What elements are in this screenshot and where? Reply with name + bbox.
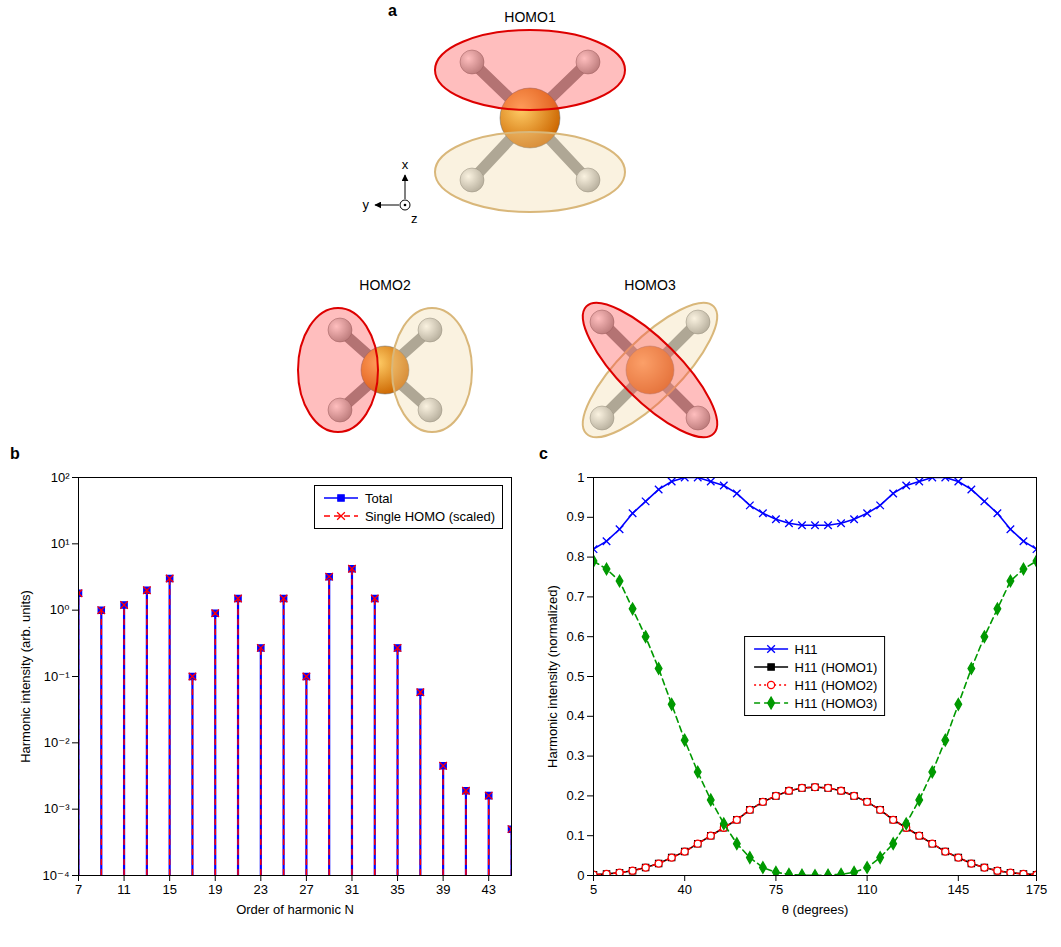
svg-text:HOMO3: HOMO3 [624,277,676,293]
svg-text:75: 75 [769,882,783,897]
html-text:H11 (HOMO1): H11 (HOMO1) [794,659,878,675]
svg-text:y: y [363,197,370,212]
svg-text:39: 39 [436,882,450,897]
svg-text:7: 7 [75,882,82,897]
svg-text:10⁻²: 10⁻² [44,735,70,750]
svg-text:175: 175 [1026,882,1048,897]
svg-text:x: x [402,157,409,172]
svg-text:43: 43 [481,882,495,897]
svg-text:HOMO2: HOMO2 [359,277,411,293]
svg-text:110: 110 [857,882,878,897]
svg-text:0.2: 0.2 [566,788,584,803]
svg-text:Order of harmonic N: Order of harmonic N [236,902,354,917]
svg-text:θ (degrees): θ (degrees) [782,902,848,917]
svg-text:0.8: 0.8 [566,549,584,564]
svg-text:0.1: 0.1 [566,828,584,843]
svg-text:145: 145 [947,882,969,897]
svg-text:31: 31 [345,882,359,897]
svg-text:11: 11 [117,882,131,897]
svg-text:0.5: 0.5 [566,669,584,684]
html-text:H11: H11 [794,641,818,657]
svg-text:0.3: 0.3 [566,748,584,763]
svg-text:40: 40 [677,882,691,897]
html-text:Single HOMO (scaled): Single HOMO (scaled) [365,508,495,524]
svg-text:35: 35 [390,882,404,897]
svg-text:0: 0 [577,868,584,883]
svg-text:10⁻⁴: 10⁻⁴ [43,868,70,883]
svg-text:0.6: 0.6 [566,629,584,644]
html-text:H11 (HOMO2): H11 (HOMO2) [794,677,878,693]
svg-text:0.4: 0.4 [566,708,584,723]
svg-text:Harmonic intensity (arb. units: Harmonic intensity (arb. units) [18,590,33,763]
html-text:Total: Total [365,490,393,506]
html-text:c: c [539,445,548,462]
svg-text:15: 15 [162,882,176,897]
svg-text:10⁰: 10⁰ [50,602,70,617]
svg-text:19: 19 [208,882,222,897]
svg-text:5: 5 [590,882,597,897]
html-text:H11 (HOMO3): H11 (HOMO3) [794,695,878,711]
svg-text:10⁻¹: 10⁻¹ [44,669,70,684]
svg-text:0.7: 0.7 [566,589,584,604]
html-text:b: b [10,445,20,462]
svg-text:10⁻³: 10⁻³ [44,801,70,816]
svg-text:1: 1 [577,470,584,485]
svg-text:z: z [411,211,418,226]
svg-text:a: a [388,2,397,19]
svg-text:23: 23 [254,882,268,897]
svg-text:0.9: 0.9 [566,509,584,524]
svg-text:10²: 10² [51,470,70,485]
svg-text:Harmonic intensity (normalized: Harmonic intensity (normalized) [545,585,560,768]
svg-text:10¹: 10¹ [51,536,70,551]
svg-text:HOMO1: HOMO1 [504,9,556,25]
svg-text:27: 27 [299,882,313,897]
